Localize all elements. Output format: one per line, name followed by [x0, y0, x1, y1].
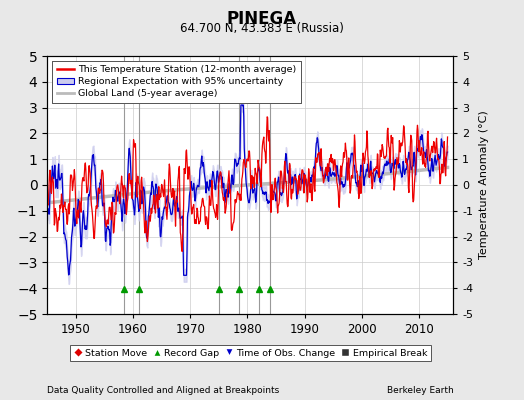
- Legend: Station Move, Record Gap, Time of Obs. Change, Empirical Break: Station Move, Record Gap, Time of Obs. C…: [70, 345, 431, 361]
- Text: 64.700 N, 43.383 E (Russia): 64.700 N, 43.383 E (Russia): [180, 22, 344, 35]
- Legend: This Temperature Station (12-month average), Regional Expectation with 95% uncer: This Temperature Station (12-month avera…: [52, 61, 301, 103]
- Text: Berkeley Earth: Berkeley Earth: [387, 386, 453, 395]
- Text: Data Quality Controlled and Aligned at Breakpoints: Data Quality Controlled and Aligned at B…: [47, 386, 279, 395]
- Text: PINEGA: PINEGA: [227, 10, 297, 28]
- Y-axis label: Temperature Anomaly (°C): Temperature Anomaly (°C): [479, 111, 489, 259]
